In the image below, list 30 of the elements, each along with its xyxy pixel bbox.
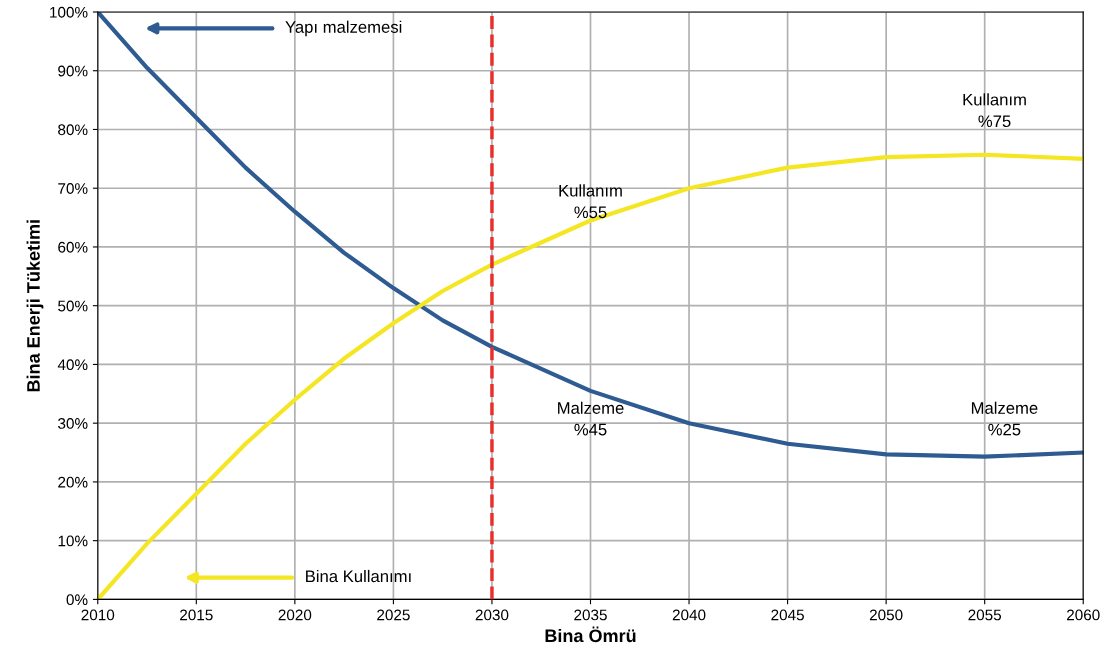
x-tick-label: 2055 <box>968 609 1002 621</box>
x-tick-label: 2040 <box>672 609 706 621</box>
annotation: Bina Kullanımı <box>306 569 411 583</box>
y-tick-label: 50% <box>58 300 88 312</box>
y-tick-label: 0% <box>66 594 88 606</box>
annotation: Yapı malzemesi <box>285 20 402 37</box>
x-tick-label: 2045 <box>771 609 804 621</box>
x-axis-title: Bina Ömrü <box>545 626 636 643</box>
annotation: Kullanım %75 <box>963 93 1026 128</box>
x-tick-label: 2010 <box>81 609 115 621</box>
annotation: Malzeme %45 <box>558 401 624 436</box>
x-tick-label: 2015 <box>180 609 213 621</box>
x-tick-label: 2050 <box>869 609 903 621</box>
y-tick-label: 40% <box>57 359 88 371</box>
y-tick-label: 100% <box>50 6 88 18</box>
y-tick-label: 70% <box>58 183 88 194</box>
y-tick-label: 90% <box>58 65 88 77</box>
y-tick-label: 60% <box>58 241 88 253</box>
annotation: Kullanım %55 <box>559 184 622 219</box>
annotation: Malzeme %25 <box>971 401 1038 436</box>
x-tick-label: 2060 <box>1067 609 1100 621</box>
y-tick-label: 30% <box>58 418 88 429</box>
x-tick-label: 2025 <box>377 609 410 621</box>
x-tick-label: 2020 <box>278 609 312 621</box>
y-axis-title: Bina Enerji Tüketimi <box>26 220 44 392</box>
x-tick-label: 2030 <box>475 609 509 621</box>
x-tick-label: 2035 <box>574 609 607 621</box>
y-tick-label: 20% <box>58 476 88 488</box>
y-tick-label: 80% <box>58 124 88 136</box>
y-tick-label: 10% <box>58 535 88 547</box>
